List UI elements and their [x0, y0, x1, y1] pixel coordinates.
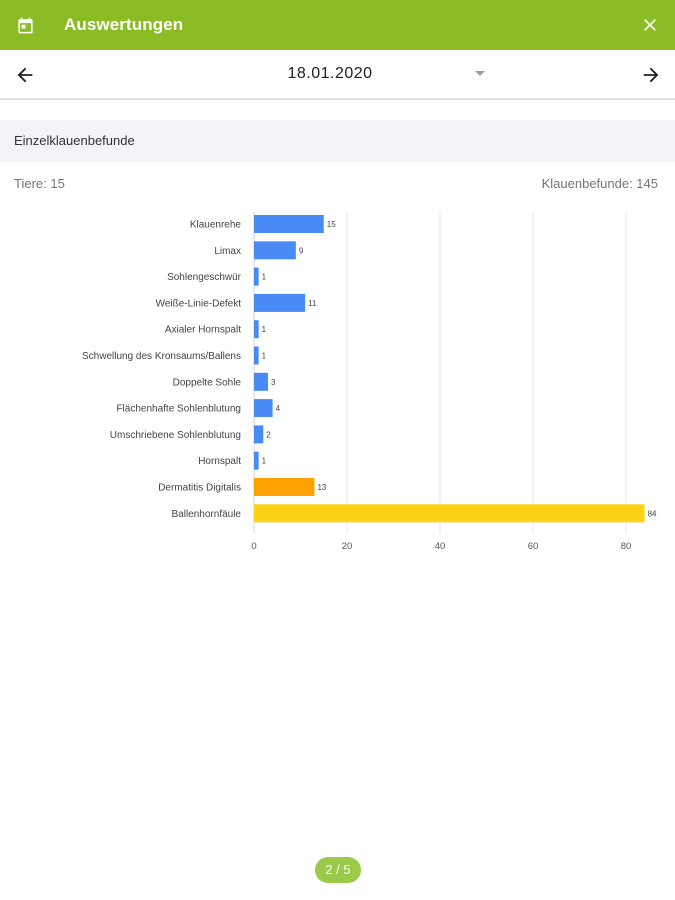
category-label: Ballenhornfäule [172, 509, 242, 520]
category-label: Limax [214, 246, 241, 257]
data-label: 84 [648, 509, 657, 518]
app-bar: Auswertungen [0, 0, 675, 50]
x-tick-label: 80 [621, 541, 632, 552]
data-label: 1 [262, 352, 267, 361]
data-label: 13 [317, 483, 326, 492]
section-title: Einzelklauenbefunde [0, 120, 675, 162]
data-label: 3 [271, 378, 276, 387]
category-label: Dermatitis Digitalis [158, 483, 241, 494]
category-label: Weiße-Linie-Defekt [156, 298, 242, 309]
data-label: 15 [327, 220, 336, 229]
calendar-icon[interactable] [16, 16, 35, 35]
bar [254, 293, 306, 312]
selected-date[interactable]: 18.01.2020 [287, 65, 373, 82]
category-label: Sohlengeschwür [167, 272, 242, 283]
close-icon[interactable] [640, 15, 660, 35]
x-tick-label: 40 [435, 541, 446, 552]
findings-count: Klauenbefunde: 145 [541, 176, 658, 191]
category-label: Schwellung des Kronsaums/Ballens [82, 351, 241, 362]
data-label: 9 [299, 246, 304, 255]
category-label: Hornspalt [198, 456, 241, 467]
bar [254, 451, 259, 470]
x-tick-label: 60 [528, 541, 539, 552]
data-label: 2 [266, 430, 271, 439]
category-label: Klauenrehe [190, 220, 242, 231]
bar [254, 399, 273, 418]
data-label: 1 [262, 325, 267, 334]
data-label: 11 [308, 299, 317, 308]
animals-count: Tiere: 15 [14, 176, 65, 191]
bar [254, 267, 259, 286]
data-label: 1 [262, 457, 267, 466]
bar [254, 320, 259, 339]
x-tick-label: 20 [342, 541, 353, 552]
bar [254, 346, 259, 365]
page-title: Auswertungen [64, 15, 184, 34]
category-label: Axialer Hornspalt [165, 325, 241, 336]
bar [254, 504, 645, 523]
bar [254, 425, 264, 444]
category-label: Doppelte Sohle [173, 377, 242, 388]
data-label: 1 [262, 273, 267, 282]
page-indicator: 2 / 5 [315, 857, 361, 883]
bar [254, 215, 324, 233]
bar [254, 372, 268, 391]
findings-bar-chart: Klauenrehe 15 Limax 9 Sohlengeschwür 1 Weiße-L… [82, 212, 657, 552]
dropdown-caret-icon[interactable] [474, 70, 486, 78]
bar [254, 241, 296, 260]
data-label: 4 [276, 404, 281, 413]
arrow-left-icon[interactable] [14, 64, 36, 86]
date-navigation-bar: 18.01.2020 [0, 50, 675, 100]
arrow-right-icon[interactable] [640, 64, 662, 86]
x-tick-label: 0 [251, 541, 256, 552]
category-label: Flächenhafte Sohlenblutung [116, 404, 241, 415]
bar [254, 478, 315, 496]
category-label: Umschriebene Sohlenblutung [110, 430, 241, 441]
